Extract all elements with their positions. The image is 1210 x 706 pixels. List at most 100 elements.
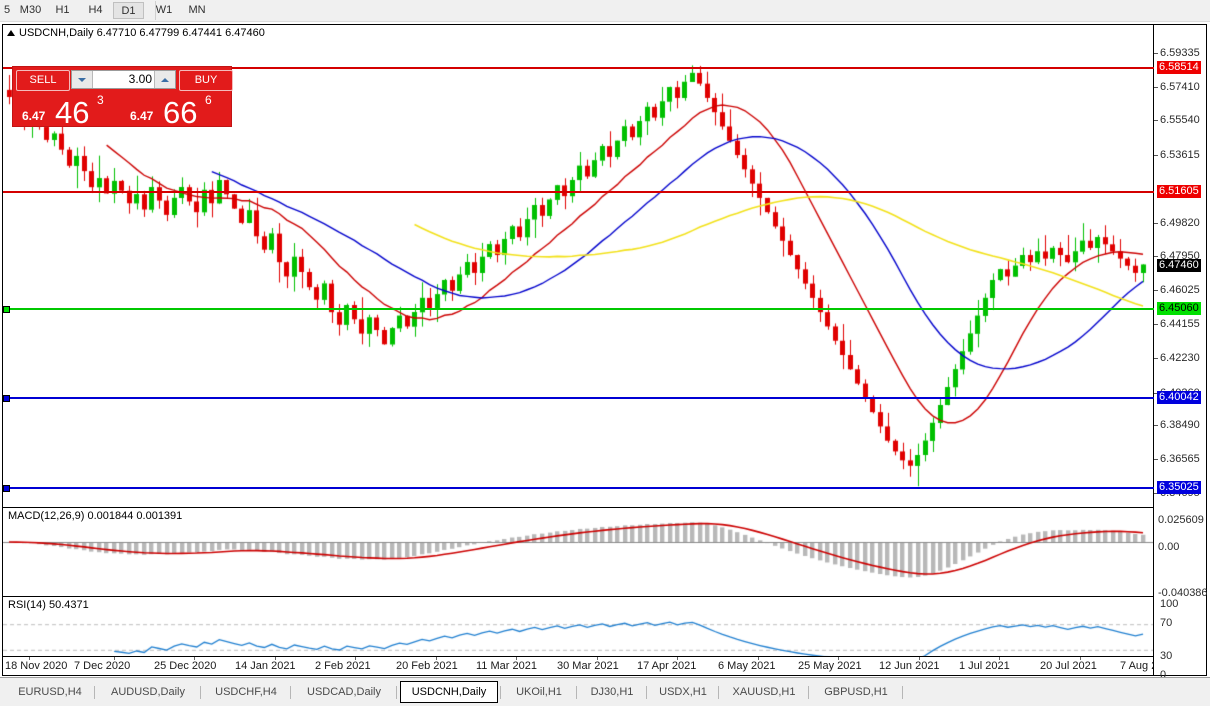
sell-price-quote[interactable]: 6.47 46 3	[15, 92, 120, 130]
date-tick-mark	[919, 657, 920, 660]
price-level-line[interactable]	[3, 486, 1154, 489]
volume-value[interactable]: 3.00	[128, 72, 152, 86]
price-level-tag[interactable]: 6.35025	[1157, 480, 1201, 494]
rsi-scale-label: 0	[1160, 669, 1167, 681]
price-tick-label: 6.36565	[1160, 453, 1200, 466]
date-axis-label: 7 Dec 2020	[74, 660, 131, 672]
date-tick-mark	[677, 657, 678, 660]
price-level-tag[interactable]: 6.51605	[1157, 184, 1201, 198]
sell-button[interactable]: SELL	[16, 70, 70, 91]
price-tick-mark	[1154, 393, 1158, 395]
rsi-label: RSI(14) 50.4371	[8, 599, 89, 611]
price-tick-label: 6.59335	[1160, 46, 1200, 59]
chart-tab-usdx[interactable]: USDX,H1	[659, 686, 707, 698]
tab-divider	[902, 686, 903, 699]
price-tick-mark	[1154, 154, 1158, 156]
macd-pane: MACD(12,26,9) 0.001844 0.001391	[3, 507, 1154, 596]
price-level-line[interactable]	[3, 190, 1154, 193]
volume-increment-button[interactable]	[154, 71, 175, 88]
date-tick-mark	[436, 657, 437, 660]
chart-tab-usdcnh[interactable]: USDCNH,Daily	[400, 681, 498, 703]
price-level-line[interactable]	[3, 67, 1154, 70]
date-tick-mark	[355, 657, 356, 660]
date-axis-label: 1 Jul 2021	[959, 660, 1010, 672]
chart-tab-usdchf[interactable]: USDCHF,H4	[215, 686, 277, 698]
macd-label: MACD(12,26,9) 0.001844 0.001391	[8, 510, 183, 522]
price-tick-label: 6.55540	[1160, 114, 1200, 127]
date-axis-label: 12 Jun 2021	[879, 660, 940, 672]
tab-divider	[718, 686, 719, 699]
price-level-line[interactable]	[3, 397, 1154, 400]
timeframe-toolbar: 5 M30 H1 H4 D1 W1 MN	[0, 0, 1210, 22]
chart-tab-ukoil[interactable]: UKOil,H1	[516, 686, 562, 698]
date-axis-label: 11 Mar 2021	[476, 660, 537, 672]
sell-price-main: 46	[55, 95, 90, 130]
tab-divider	[200, 686, 201, 699]
chart-symbol-text: USDCNH,Daily 6.47710 6.47799 6.47441 6.4…	[19, 27, 265, 39]
date-tick-mark	[516, 657, 517, 660]
chart-tab-xauusd[interactable]: XAUUSD,H1	[732, 686, 796, 698]
timeframe-m30[interactable]: M30	[19, 4, 42, 16]
volume-decrement-button[interactable]	[72, 71, 93, 88]
macd-chart-canvas[interactable]	[3, 508, 1154, 595]
chart-tab-usdcad[interactable]: USDCAD,Daily	[307, 686, 381, 698]
chart-window: USDCNH,Daily 6.47710 6.47799 6.47441 6.4…	[2, 24, 1208, 681]
rsi-scale-label: 30	[1160, 650, 1173, 662]
date-axis-label: 17 Apr 2021	[637, 660, 697, 672]
trade-panel-top: SELL 3.00 BUY	[13, 67, 233, 91]
price-level-tag[interactable]: 6.58514	[1157, 61, 1201, 75]
timeframe-h4[interactable]: H4	[88, 4, 103, 16]
buy-price-quote[interactable]: 6.47 66 6	[123, 92, 230, 130]
price-scale[interactable]: 6.59335 6.57410 6.55540 6.53615 6.49820 6.479…	[1153, 25, 1208, 681]
price-tick-mark	[1154, 459, 1158, 461]
date-axis-label: 20 Jul 2021	[1040, 660, 1097, 672]
macd-scale-label: 0.00	[1158, 541, 1180, 553]
volume-stepper[interactable]: 3.00	[71, 70, 176, 89]
chart-tab-gbpusd[interactable]: GBPUSD,H1	[824, 686, 888, 698]
one-click-trading-panel: SELL 3.00 BUY 6.47 46 3 6.47	[12, 66, 233, 130]
date-axis-label: 25 May 2021	[798, 660, 862, 672]
tab-divider	[808, 686, 809, 699]
buy-price-main: 66	[163, 95, 198, 130]
macd-scale-label: 0.025609	[1158, 514, 1204, 526]
chart-tab-dj30[interactable]: DJ30,H1	[590, 686, 634, 698]
price-tick-mark	[1154, 120, 1158, 122]
price-level-line[interactable]	[3, 307, 1154, 310]
date-axis-label: 6 May 2021	[718, 660, 776, 672]
tab-divider	[94, 686, 95, 699]
date-tick-mark	[1080, 657, 1081, 660]
toolbar-divider	[155, 1, 156, 20]
buy-price-fraction: 6	[205, 93, 212, 107]
sell-price-prefix: 6.47	[22, 109, 46, 123]
date-axis-label: 20 Feb 2021	[396, 660, 458, 672]
chart-tab-eurusd[interactable]: EURUSD,H4	[18, 686, 82, 698]
date-tick-mark	[194, 657, 195, 660]
price-level-tag[interactable]: 6.45060	[1157, 301, 1201, 315]
price-level-tag[interactable]: 6.40042	[1157, 391, 1201, 405]
level-anchor-handle[interactable]	[3, 305, 10, 313]
price-tick-label: 6.42230	[1160, 352, 1200, 365]
tab-divider	[576, 686, 577, 699]
level-anchor-handle[interactable]	[3, 484, 10, 492]
timeframe-d1[interactable]: D1	[113, 2, 144, 19]
timeframe-h1[interactable]: H1	[55, 4, 70, 16]
sell-price-fraction: 3	[97, 93, 104, 107]
chart-tab-bar: EURUSD,H4 AUDUSD,Daily USDCHF,H4 USDCAD,Dai…	[0, 677, 1210, 706]
timeframe-5[interactable]: 5	[3, 4, 11, 16]
price-tick-mark	[1154, 87, 1158, 89]
timeframe-mn[interactable]: MN	[188, 4, 206, 16]
chart-symbol-header: USDCNH,Daily 6.47710 6.47799 6.47441 6.4…	[7, 27, 265, 40]
rsi-scale-label: 70	[1160, 617, 1173, 629]
buy-button[interactable]: BUY	[179, 70, 233, 91]
price-tick-label: 6.57410	[1160, 81, 1200, 94]
date-axis-label: 2 Feb 2021	[315, 660, 371, 672]
tab-divider	[290, 686, 291, 699]
level-anchor-handle[interactable]	[3, 395, 10, 403]
date-axis-label: 18 Nov 2020	[5, 660, 68, 672]
tab-divider	[646, 686, 647, 699]
chart-tab-audusd[interactable]: AUDUSD,Daily	[111, 686, 185, 698]
rsi-scale-label: 100	[1160, 598, 1179, 610]
chevron-up-icon	[161, 77, 169, 82]
timeframe-w1[interactable]: W1	[155, 4, 173, 16]
